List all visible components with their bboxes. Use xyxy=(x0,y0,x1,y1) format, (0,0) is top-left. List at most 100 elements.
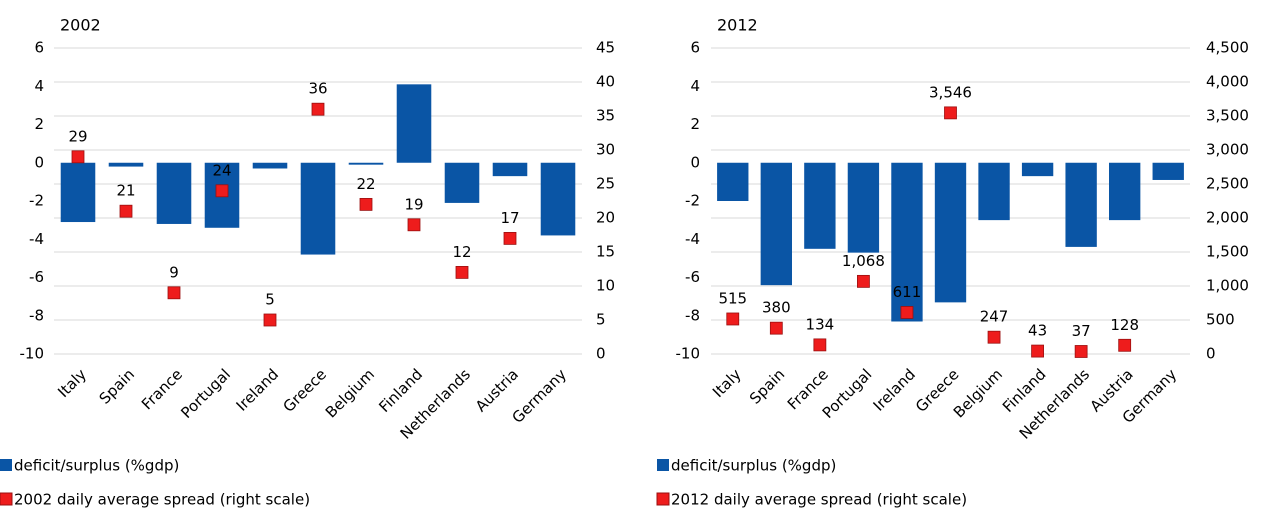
bar xyxy=(540,162,576,236)
y2-tick-label: 35 xyxy=(596,107,615,125)
legend-label: 2002 daily average spread (right scale) xyxy=(14,491,310,509)
data-label: 380 xyxy=(762,299,791,317)
bar xyxy=(60,162,96,223)
bar xyxy=(1021,162,1054,177)
marker xyxy=(71,150,85,164)
bar xyxy=(108,162,144,167)
y2-tick-label: 1,500 xyxy=(1206,243,1249,261)
y2-tick-label: 3,000 xyxy=(1206,141,1249,159)
marker xyxy=(857,274,870,288)
bar xyxy=(156,162,192,224)
x-tick-label: Ireland xyxy=(233,365,282,414)
y2-tick-label: 20 xyxy=(596,209,615,227)
y-tick-label: -10 xyxy=(20,345,45,363)
legend-label: deficit/surplus (%gdp) xyxy=(14,457,179,475)
data-label: 134 xyxy=(806,315,835,333)
data-label: 29 xyxy=(68,127,87,145)
marker xyxy=(263,313,277,327)
x-tick-label: Italy xyxy=(54,365,90,401)
y-tick-label: -2 xyxy=(685,192,700,210)
marker xyxy=(503,231,517,245)
data-label: 3,546 xyxy=(929,83,972,101)
bar xyxy=(1109,162,1141,221)
data-label: 36 xyxy=(308,80,327,98)
bar xyxy=(444,162,480,203)
y-tick-label: -6 xyxy=(685,268,700,286)
y2-tick-label: 0 xyxy=(596,345,606,363)
legend-swatch xyxy=(657,459,669,471)
y-tick-label: -10 xyxy=(676,345,701,363)
x-tick-label: France xyxy=(138,365,186,413)
y2-tick-label: 45 xyxy=(596,39,615,57)
legend-swatch xyxy=(656,492,670,506)
data-label: 515 xyxy=(718,289,747,307)
data-label: 1,068 xyxy=(842,252,885,270)
data-label: 128 xyxy=(1110,316,1139,334)
y2-tick-label: 30 xyxy=(596,141,615,159)
y2-tick-label: 15 xyxy=(596,243,615,261)
y-tick-label: 4 xyxy=(34,77,44,95)
data-label: 12 xyxy=(452,243,471,261)
marker xyxy=(987,330,1001,344)
y2-tick-label: 1,000 xyxy=(1206,277,1249,295)
marker xyxy=(813,338,827,352)
data-label: 611 xyxy=(893,283,922,301)
x-tick-label: Belgium xyxy=(322,365,378,421)
bar xyxy=(934,162,967,303)
bar xyxy=(252,162,288,169)
y2-tick-label: 4,500 xyxy=(1206,39,1249,57)
bar xyxy=(891,162,923,322)
bar xyxy=(760,162,792,286)
marker xyxy=(359,197,373,211)
chart-title: 2012 xyxy=(717,16,758,35)
bar xyxy=(300,162,336,255)
marker xyxy=(900,306,914,319)
data-label: 19 xyxy=(404,195,423,213)
marker xyxy=(1118,338,1132,352)
y-tick-label: 4 xyxy=(690,77,700,95)
chart-title: 2002 xyxy=(60,16,101,35)
data-label: 247 xyxy=(980,308,1009,326)
bar xyxy=(978,162,1010,221)
marker xyxy=(726,312,740,326)
data-label: 24 xyxy=(212,161,231,179)
marker xyxy=(215,184,229,198)
y2-tick-label: 5 xyxy=(596,311,606,329)
marker xyxy=(407,218,421,232)
marker xyxy=(1074,345,1088,358)
y-tick-label: -8 xyxy=(685,306,700,324)
data-label: 17 xyxy=(500,209,519,227)
data-label: 22 xyxy=(356,175,375,193)
legend-swatch xyxy=(0,492,13,506)
y-tick-label: 0 xyxy=(34,153,44,171)
y-tick-label: -2 xyxy=(29,192,44,210)
y-tick-label: -6 xyxy=(29,268,44,286)
x-tick-label: Spain xyxy=(96,365,138,407)
x-tick-label: Spain xyxy=(746,365,788,407)
y-tick-label: 2 xyxy=(690,115,700,133)
y-tick-label: -4 xyxy=(29,230,44,248)
y2-tick-label: 10 xyxy=(596,277,615,295)
x-tick-label: Portugal xyxy=(177,365,234,422)
data-label: 5 xyxy=(265,291,275,309)
y-tick-label: 6 xyxy=(690,39,700,57)
y2-tick-label: 25 xyxy=(596,175,615,193)
bar xyxy=(1152,162,1184,180)
marker xyxy=(1031,344,1044,358)
y-tick-label: -8 xyxy=(29,306,44,324)
x-tick-label: Italy xyxy=(709,365,745,401)
y2-tick-label: 4,000 xyxy=(1206,73,1249,91)
y-tick-label: 0 xyxy=(690,153,700,171)
marker xyxy=(455,265,469,279)
bar xyxy=(396,84,432,163)
bar xyxy=(1065,162,1097,247)
data-label: 21 xyxy=(116,182,135,200)
y2-tick-label: 0 xyxy=(1206,345,1216,363)
legend-swatch xyxy=(0,459,12,471)
bar xyxy=(717,162,749,201)
y2-tick-label: 500 xyxy=(1206,311,1235,329)
data-label: 37 xyxy=(1072,322,1091,340)
marker xyxy=(944,106,957,120)
y2-tick-label: 2,500 xyxy=(1206,175,1249,193)
